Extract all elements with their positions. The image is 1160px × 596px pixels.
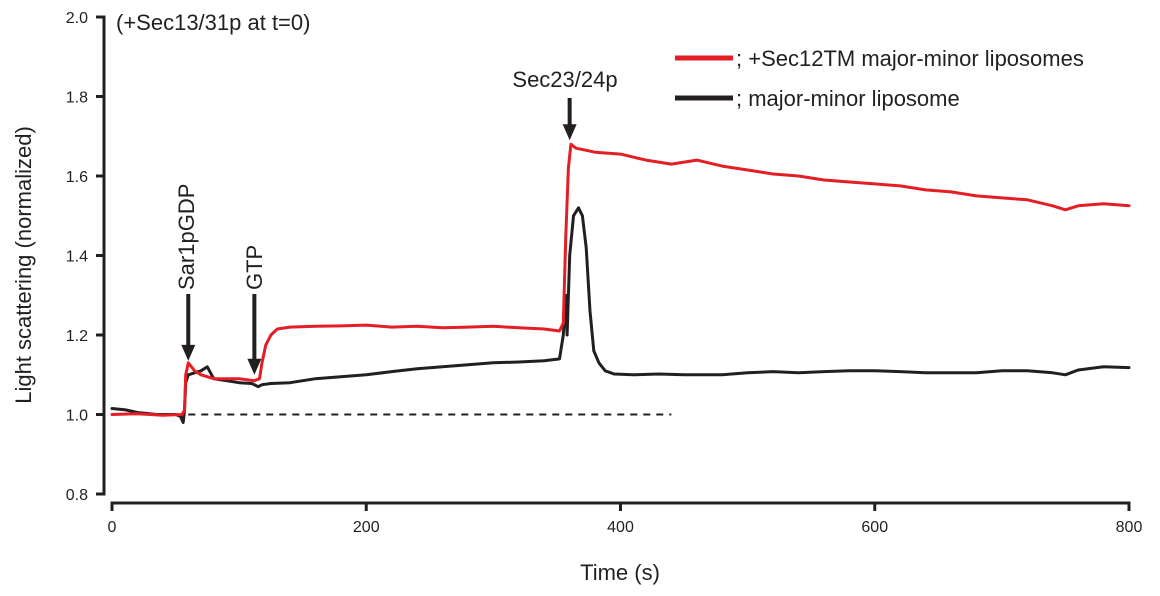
legend-label-red: ; +Sec12TM major-minor liposomes xyxy=(736,46,1084,71)
y-axis-title: Light scattering (normalized) xyxy=(11,126,36,404)
annotation-layer: (+Sec13/31p at t=0) Sar1pGDP GTP Sec23/2… xyxy=(116,10,618,375)
arrow-sar1pgdp-head xyxy=(181,344,196,361)
annotation-arrows xyxy=(181,98,577,375)
x-tick-label: 800 xyxy=(1116,519,1143,536)
x-tick-label: 400 xyxy=(607,519,634,536)
x-ticks: 0 200 400 600 800 xyxy=(108,503,1143,536)
axes: 0.8 1.0 1.2 1.4 1.6 1.8 2.0 0 200 400 600 800 xyxy=(66,10,1143,536)
x-tick-label: 600 xyxy=(861,519,888,536)
y-tick-label: 2.0 xyxy=(66,10,88,27)
x-tick-label: 0 xyxy=(108,519,117,536)
legend: ; +Sec12TM major-minor liposomes ; major… xyxy=(675,46,1084,111)
x-tick-label: 200 xyxy=(353,519,380,536)
y-tick-label: 1.8 xyxy=(66,90,88,107)
x-axis-title: Time (s) xyxy=(580,560,660,585)
y-tick-label: 1.6 xyxy=(66,169,88,186)
y-tick-label: 0.8 xyxy=(66,487,88,504)
arrow-sec23-24p-head xyxy=(562,124,577,141)
series-line-black xyxy=(110,206,1131,424)
annotation-sar1pgdp: Sar1pGDP xyxy=(174,184,199,290)
series-line-red xyxy=(110,142,1131,417)
legend-label-black: ; major-minor liposome xyxy=(736,86,960,111)
y-ticks: 0.8 1.0 1.2 1.4 1.6 1.8 2.0 xyxy=(66,10,104,504)
corner-annotation: (+Sec13/31p at t=0) xyxy=(116,10,310,35)
annotation-gtp: GTP xyxy=(242,245,267,290)
annotation-sec23-24p: Sec23/24p xyxy=(512,67,617,92)
y-tick-label: 1.0 xyxy=(66,408,88,425)
y-tick-label: 1.4 xyxy=(66,249,88,266)
arrow-gtp-head xyxy=(247,358,262,375)
series-layer xyxy=(110,142,1131,424)
y-tick-label: 1.2 xyxy=(66,328,88,345)
